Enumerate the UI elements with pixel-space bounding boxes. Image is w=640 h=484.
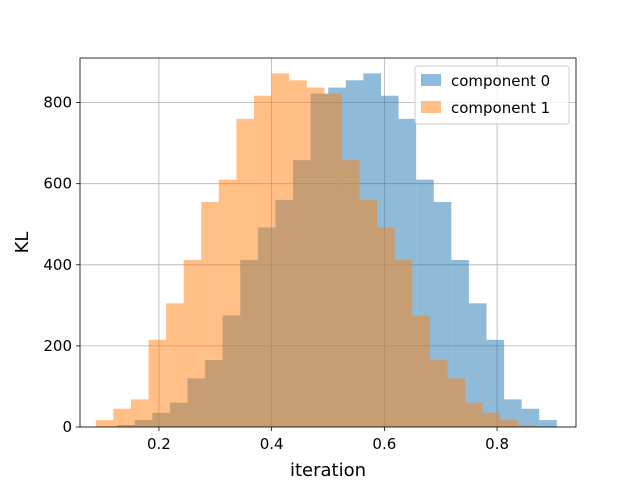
histogram-bar: [201, 201, 219, 427]
histogram-bar: [486, 339, 505, 427]
histogram-bar: [324, 93, 342, 427]
histogram-bar: [341, 160, 360, 427]
histogram-bar: [113, 408, 131, 427]
legend-label: component 1: [451, 99, 550, 117]
legend-swatch: [421, 74, 441, 86]
histogram-bar: [166, 303, 184, 427]
histogram-bar: [95, 420, 114, 427]
x-axis-label: iteration: [290, 460, 366, 480]
series-1: [95, 73, 536, 428]
x-tick-label: 0.6: [372, 435, 396, 453]
y-tick-label: 400: [43, 256, 72, 274]
histogram-bar: [254, 95, 272, 427]
y-tick-label: 200: [43, 337, 72, 355]
histogram-bar: [148, 339, 167, 427]
histogram-bar: [468, 303, 487, 427]
histogram-bar: [447, 378, 466, 427]
histogram-bar: [130, 399, 149, 427]
histogram-bar: [517, 424, 536, 427]
legend-label: component 0: [451, 72, 550, 90]
histogram-bar: [289, 80, 307, 428]
legend-swatch: [421, 101, 441, 113]
histogram-bar: [500, 420, 518, 427]
x-tick-label: 0.8: [485, 435, 509, 453]
bars-layer: [95, 73, 557, 428]
legend-box: [414, 65, 570, 125]
histogram-bar: [539, 420, 557, 427]
histogram-bar: [271, 73, 290, 428]
y-axis-label: KL: [12, 232, 33, 254]
x-tick-label: 0.4: [260, 435, 284, 453]
histogram-bar: [521, 408, 540, 427]
histogram-bar: [394, 259, 413, 427]
histogram-bar: [183, 259, 202, 427]
histogram-bar: [482, 412, 501, 427]
y-tick-label: 600: [43, 175, 72, 193]
y-tick-label: 800: [43, 94, 72, 112]
axes-frame: [79, 57, 577, 428]
x-tick-label: 0.2: [147, 435, 171, 453]
histogram-bar: [236, 118, 255, 428]
histogram-bar: [412, 315, 430, 427]
histogram-bar: [306, 87, 325, 427]
ticks-layer: 0.2 0.4 0.6 0.8 0 200 400 600 800: [43, 94, 509, 453]
histogram-bar: [429, 360, 448, 427]
legend: component 0 component 1: [414, 65, 570, 125]
histogram-bar: [377, 227, 395, 427]
y-tick-label: 0: [62, 418, 72, 436]
histogram-bar: [218, 179, 237, 427]
histogram-bar: [359, 199, 378, 427]
histogram-bar: [465, 402, 483, 427]
